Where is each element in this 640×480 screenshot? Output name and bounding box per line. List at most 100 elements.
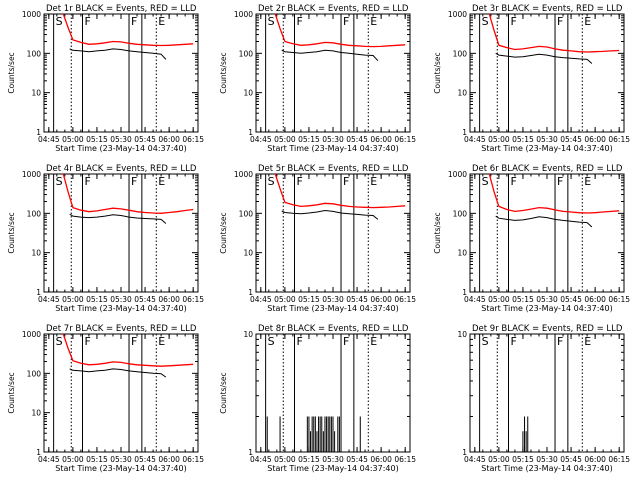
y-axis-label: Counts/sec bbox=[433, 212, 442, 253]
x-axis-label: Start Time (23-May-14 04:37:40) bbox=[55, 144, 186, 153]
x-tick-label: 05:45 bbox=[560, 295, 582, 304]
series-lld-line bbox=[62, 173, 194, 214]
x-tick-label: 05:45 bbox=[560, 135, 582, 144]
chart-panel-5: Det 5r BLACK = Events, RED = LLD 1 10 100 10… bbox=[219, 164, 416, 313]
series-events-line bbox=[69, 48, 167, 60]
x-tick-label: 05:00 bbox=[488, 455, 510, 464]
x-tick-label: 05:00 bbox=[62, 455, 84, 464]
y-tick-label: 1 bbox=[36, 448, 41, 457]
marker-label-f: F bbox=[85, 335, 91, 348]
x-tick-label: 04:45 bbox=[250, 455, 272, 464]
series-lld-line bbox=[62, 333, 194, 367]
y-tick-label: 100 bbox=[27, 49, 42, 58]
y-tick-label: 10 bbox=[243, 249, 253, 258]
x-tick-label: 05:15 bbox=[86, 135, 108, 144]
y-tick-label: 1 bbox=[248, 128, 253, 137]
x-tick-label: 06:15 bbox=[182, 135, 204, 144]
x-tick-label: 04:45 bbox=[464, 455, 486, 464]
marker-label-e: E bbox=[584, 175, 591, 188]
series-lld-line bbox=[274, 173, 406, 209]
x-tick-label: 06:15 bbox=[608, 455, 630, 464]
x-tick-label: 06:15 bbox=[394, 135, 416, 144]
y-tick-label: 10 bbox=[243, 89, 253, 98]
chart-panel-4: Det 4r BLACK = Events, RED = LLD 1 10 100 10… bbox=[7, 164, 204, 313]
y-tick-label: 10 bbox=[457, 249, 467, 258]
x-tick-label: 05:00 bbox=[62, 295, 84, 304]
y-tick-label: 100 bbox=[453, 209, 468, 218]
y-axis-label: Counts/sec bbox=[433, 52, 442, 93]
series-events-line bbox=[69, 213, 167, 224]
x-tick-label: 05:15 bbox=[298, 135, 320, 144]
y-axis-label: Counts/sec bbox=[7, 372, 16, 413]
y-tick-label: 1 bbox=[248, 448, 253, 457]
x-tick-label: 06:00 bbox=[158, 135, 180, 144]
marker-label-s: S bbox=[56, 175, 63, 188]
x-tick-label: 05:45 bbox=[346, 455, 368, 464]
x-tick-label: 05:15 bbox=[86, 455, 108, 464]
series-events-line bbox=[495, 215, 593, 228]
chart-title: Det 1r BLACK = Events, RED = LLD bbox=[46, 4, 197, 14]
y-tick-label: 1 bbox=[248, 288, 253, 297]
x-tick-label: 06:00 bbox=[584, 455, 606, 464]
marker-label-f: F bbox=[343, 15, 349, 28]
plot-frame bbox=[43, 173, 199, 293]
x-tick-label: 05:15 bbox=[512, 455, 534, 464]
y-tick-label: 100 bbox=[239, 49, 254, 58]
marker-label-e: E bbox=[370, 175, 377, 188]
marker-label-s: S bbox=[268, 15, 275, 28]
marker-label-e: E bbox=[370, 335, 377, 348]
chart-title: Det 3r BLACK = Events, RED = LLD bbox=[472, 4, 623, 14]
marker-label-s: S bbox=[268, 175, 275, 188]
x-tick-label: 06:00 bbox=[584, 295, 606, 304]
series-events-line bbox=[281, 209, 379, 220]
chart-title: Det 6r BLACK = Events, RED = LLD bbox=[472, 164, 623, 174]
marker-label-f: F bbox=[557, 175, 563, 188]
y-axis-label: Counts/sec bbox=[7, 212, 16, 253]
marker-label-e: E bbox=[370, 15, 377, 28]
marker-label-f: F bbox=[297, 175, 303, 188]
x-tick-label: 05:30 bbox=[322, 135, 344, 144]
x-tick-label: 06:00 bbox=[370, 295, 392, 304]
y-tick-label: 1000 bbox=[234, 170, 253, 179]
series-events-line bbox=[69, 368, 167, 378]
marker-label-e: E bbox=[158, 175, 165, 188]
marker-label-f: F bbox=[511, 15, 517, 28]
chart-panel-1: Det 1r BLACK = Events, RED = LLD 1 10 100 10… bbox=[7, 4, 204, 153]
x-tick-label: 06:00 bbox=[370, 135, 392, 144]
marker-label-f: F bbox=[131, 335, 137, 348]
marker-label-f: F bbox=[131, 175, 137, 188]
series-lld-line bbox=[488, 173, 620, 214]
marker-label-e: E bbox=[584, 15, 591, 28]
x-tick-label: 05:15 bbox=[298, 295, 320, 304]
series-events-line bbox=[495, 52, 593, 64]
x-axis-label: Start Time (23-May-14 04:37:40) bbox=[481, 464, 612, 473]
x-tick-label: 06:15 bbox=[608, 135, 630, 144]
plot-frame bbox=[43, 333, 199, 453]
plot-frame bbox=[255, 13, 411, 133]
chart-title: Det 7r BLACK = Events, RED = LLD bbox=[46, 324, 197, 334]
x-tick-label: 05:45 bbox=[346, 135, 368, 144]
y-tick-label: 1000 bbox=[448, 170, 467, 179]
x-tick-label: 06:15 bbox=[182, 455, 204, 464]
x-tick-label: 05:00 bbox=[274, 455, 296, 464]
x-axis-label: Start Time (23-May-14 04:37:40) bbox=[481, 144, 612, 153]
x-tick-label: 05:30 bbox=[536, 455, 558, 464]
x-tick-label: 06:00 bbox=[584, 135, 606, 144]
y-tick-label: 1000 bbox=[448, 10, 467, 19]
plot-frame bbox=[255, 173, 411, 293]
series-lld-line bbox=[488, 13, 620, 53]
marker-label-f: F bbox=[131, 15, 137, 28]
marker-label-e: E bbox=[158, 335, 165, 348]
x-tick-label: 05:45 bbox=[134, 295, 156, 304]
x-tick-label: 04:45 bbox=[38, 135, 60, 144]
x-tick-label: 05:00 bbox=[274, 135, 296, 144]
marker-label-f: F bbox=[297, 15, 303, 28]
x-tick-label: 05:15 bbox=[86, 295, 108, 304]
chart-panel-9: Det 9r BLACK = Events, RED = LLD 1 10 04:45… bbox=[457, 324, 630, 473]
x-tick-label: 05:15 bbox=[512, 295, 534, 304]
x-tick-label: 06:15 bbox=[608, 295, 630, 304]
series-events-line bbox=[281, 49, 379, 62]
marker-label-f: F bbox=[511, 175, 517, 188]
y-tick-label: 1 bbox=[36, 128, 41, 137]
